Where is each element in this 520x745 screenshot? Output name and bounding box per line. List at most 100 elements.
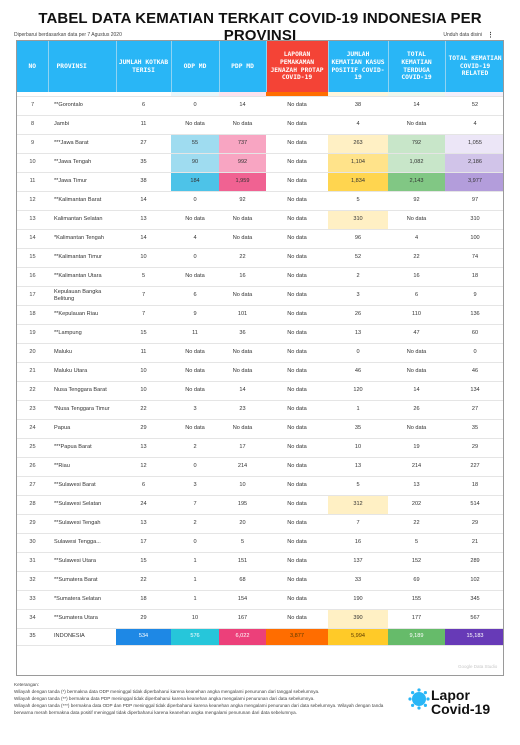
province-name: **Gorontalo bbox=[48, 96, 116, 116]
province-name: **Kepulauan Riau bbox=[48, 305, 116, 325]
cell-value: No data bbox=[171, 381, 219, 401]
header-kotkab[interactable]: JUMLAH KOTKAB TERISI bbox=[116, 41, 172, 92]
province-name: Nusa Tenggara Barat bbox=[48, 381, 116, 401]
update-info: Diperbarui berdasarkan data per 7 Agustu… bbox=[14, 32, 510, 39]
cell-value: 4 bbox=[388, 229, 445, 249]
data-table-frame: NO PROVINSI JUMLAH KOTKAB TERISI ODP MD … bbox=[16, 40, 504, 676]
header-provinsi[interactable]: PROVINSI bbox=[48, 41, 117, 92]
table-row: 26 **Riau 12 0 214 No data 13 214 227 bbox=[17, 457, 503, 477]
cell-value: No data bbox=[171, 419, 219, 439]
table-row: 9 ***Jawa Barat 27 55 737 No data 263 792 1,055 bbox=[17, 134, 503, 154]
province-name: Papua bbox=[48, 419, 116, 439]
cell-value: No data bbox=[266, 381, 328, 401]
cell-value: 154 bbox=[219, 590, 266, 610]
header-pdp[interactable]: PDP MD bbox=[219, 41, 267, 92]
cell-value: 15 bbox=[116, 324, 171, 344]
table-row: 31 **Sulawesi Utara 15 1 151 No data 137 152 289 bbox=[17, 552, 503, 572]
cell-value: 35 bbox=[445, 419, 503, 439]
download-link[interactable]: Unduh data disini bbox=[443, 32, 482, 38]
data-table: NO PROVINSI JUMLAH KOTKAB TERISI ODP MD … bbox=[17, 41, 503, 646]
table-row: 30 Sulawesi Tengga... 17 0 5 No data 16 5 21 bbox=[17, 533, 503, 553]
legend-line: Wilayah dengan tanda (**) bermakna data … bbox=[14, 696, 315, 702]
cell-value: 514 bbox=[445, 495, 503, 515]
cell-value: 29 bbox=[445, 514, 503, 534]
cell-value: 310 bbox=[328, 210, 388, 230]
cell-value: No data bbox=[266, 609, 328, 629]
cell-value: 190 bbox=[328, 590, 388, 610]
cell-value: 1,104 bbox=[328, 153, 388, 173]
cell-value: 18 bbox=[445, 476, 503, 496]
cell-value: 195 bbox=[219, 495, 266, 515]
cell-value: 2,186 bbox=[445, 153, 503, 173]
cell-value: 22 bbox=[116, 400, 171, 420]
table-row: 13 Kalimantan Selatan 13 No data No data No d… bbox=[17, 210, 503, 230]
table-row: 27 **Sulawesi Barat 6 3 10 No data 5 13 18 bbox=[17, 476, 503, 496]
table-row: 28 **Sulawesi Selatan 24 7 195 No data 312 202 5… bbox=[17, 495, 503, 515]
row-number: 24 bbox=[17, 419, 48, 439]
cell-value: 47 bbox=[388, 324, 445, 344]
cell-value: 312 bbox=[328, 495, 388, 515]
cell-value: No data bbox=[266, 419, 328, 439]
province-name: **Sulawesi Tengah bbox=[48, 514, 116, 534]
cell-value: No data bbox=[266, 571, 328, 591]
header-positif[interactable]: JUMLAH KEMATIAN KASUS POSITIF COVID-19 bbox=[328, 41, 389, 92]
legend-title: Keterangan: bbox=[14, 682, 40, 687]
row-number: 23 bbox=[17, 400, 48, 420]
province-name: **Sumatera Barat bbox=[48, 571, 116, 591]
header-pemakaman[interactable]: LAPORAN PEMAKAMAN JENAZAH PROTAP COVID-1… bbox=[266, 41, 329, 92]
more-options-icon[interactable]: ⋮ bbox=[487, 32, 494, 39]
cell-value: No data bbox=[219, 286, 266, 306]
total-value: 576 bbox=[171, 627, 219, 646]
cell-value: No data bbox=[171, 267, 219, 287]
row-number: 31 bbox=[17, 552, 48, 572]
table-row: 19 **Lampung 15 11 36 No data 13 47 60 bbox=[17, 324, 503, 344]
cell-value: No data bbox=[266, 248, 328, 268]
update-date: Diperbarui berdasarkan data per 7 Agustu… bbox=[14, 32, 122, 38]
header-related[interactable]: TOTAL KEMATIAN COVID-19 RELATED bbox=[445, 41, 503, 92]
total-value: 534 bbox=[116, 627, 171, 646]
cell-value: No data bbox=[266, 115, 328, 135]
cell-value: 167 bbox=[219, 609, 266, 629]
total-value: 35 bbox=[17, 627, 48, 646]
row-number: 19 bbox=[17, 324, 48, 344]
cell-value: 69 bbox=[388, 571, 445, 591]
cell-value: 151 bbox=[219, 552, 266, 572]
cell-value: 134 bbox=[445, 381, 503, 401]
table-row: 15 **Kalimantan Timur 10 0 22 No data 52 22 74 bbox=[17, 248, 503, 268]
header-terduga[interactable]: TOTAL KEMATIAN TERDUGA COVID-19 bbox=[388, 41, 446, 92]
cell-value: 6 bbox=[116, 476, 171, 496]
row-number: 7 bbox=[17, 96, 48, 116]
table-row: 21 Maluku Utara 10 No data No data No data 46 N… bbox=[17, 362, 503, 382]
cell-value: 101 bbox=[219, 305, 266, 325]
cell-value: 14 bbox=[219, 96, 266, 116]
watermark: Google Data Studio bbox=[458, 664, 498, 669]
cell-value: 4 bbox=[328, 115, 388, 135]
cell-value: No data bbox=[388, 362, 445, 382]
logo-line1: Lapor bbox=[431, 687, 470, 703]
cell-value: 1 bbox=[328, 400, 388, 420]
header-odp[interactable]: ODP MD bbox=[171, 41, 220, 92]
cell-value: 792 bbox=[388, 134, 445, 154]
cell-value: 52 bbox=[445, 96, 503, 116]
total-value: 5,994 bbox=[328, 627, 388, 646]
cell-value: 6 bbox=[388, 286, 445, 306]
table-row: 29 **Sulawesi Tengah 13 2 20 No data 7 22 29 bbox=[17, 514, 503, 534]
total-label: INDONESIA bbox=[48, 627, 116, 646]
cell-value: 0 bbox=[171, 533, 219, 553]
table-row: 32 **Sumatera Barat 22 1 68 No data 33 69 102 bbox=[17, 571, 503, 591]
total-value: 6,022 bbox=[219, 627, 266, 646]
cell-value: No data bbox=[266, 229, 328, 249]
row-number: 10 bbox=[17, 153, 48, 173]
cell-value: 289 bbox=[445, 552, 503, 572]
header-no[interactable]: NO bbox=[17, 41, 49, 92]
virus-icon bbox=[408, 688, 430, 710]
cell-value: 55 bbox=[171, 134, 219, 154]
cell-value: 155 bbox=[388, 590, 445, 610]
cell-value: 737 bbox=[219, 134, 266, 154]
cell-value: 92 bbox=[388, 191, 445, 211]
cell-value: 14 bbox=[219, 381, 266, 401]
cell-value: 5 bbox=[328, 191, 388, 211]
cell-value: 22 bbox=[388, 514, 445, 534]
cell-value: 227 bbox=[445, 457, 503, 477]
cell-value: No data bbox=[266, 191, 328, 211]
